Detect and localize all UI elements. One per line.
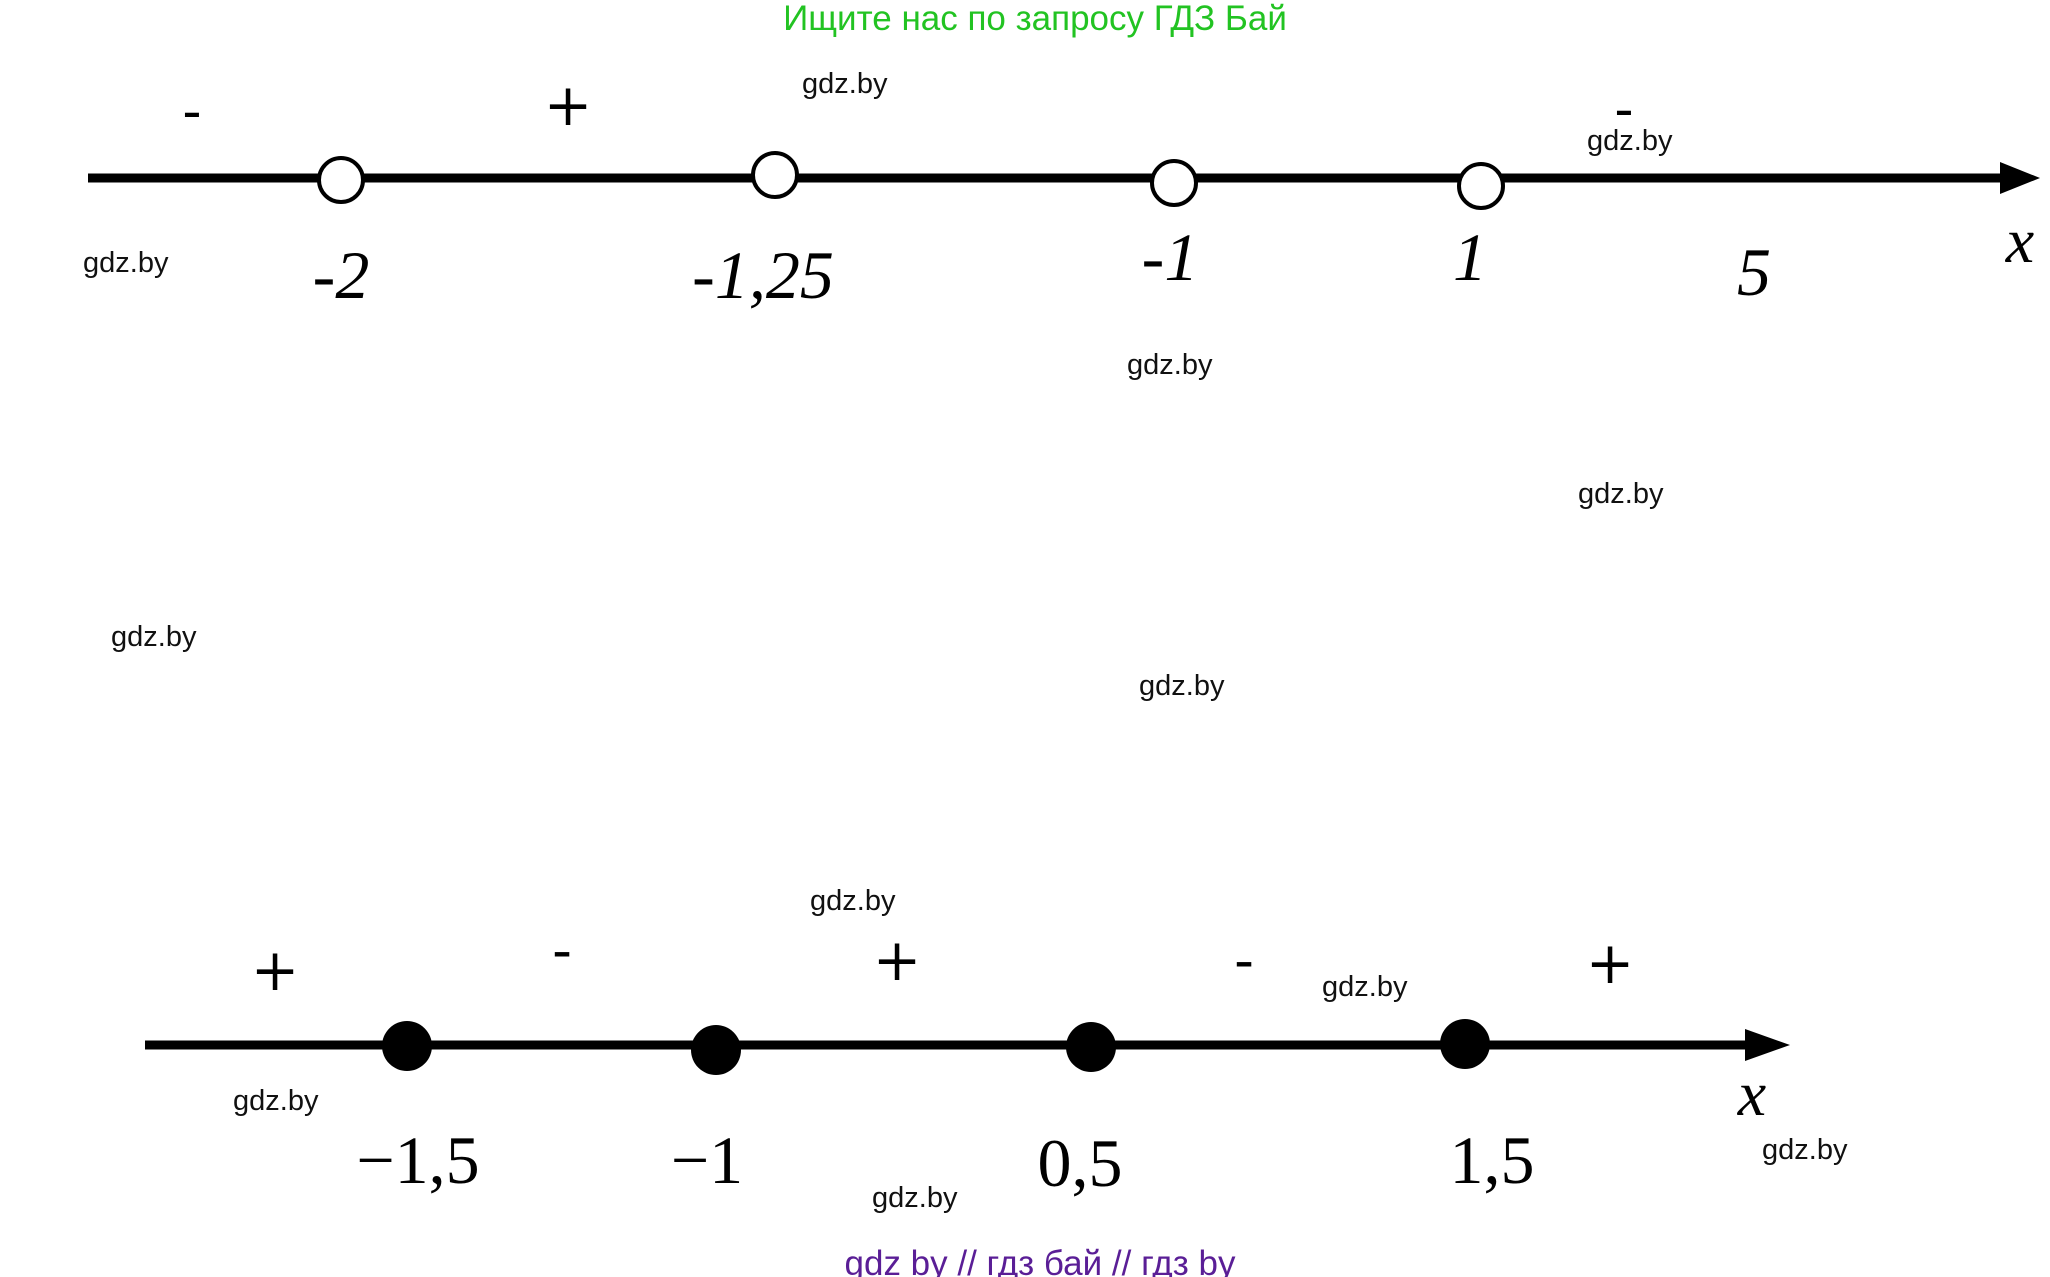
interval-sign: -: [183, 79, 202, 144]
filled-point: [1440, 1019, 1490, 1069]
interval-sign: -: [1234, 926, 1254, 994]
extra-label: 5: [1737, 234, 1771, 310]
page-footer: gdz by // гдз бай // гдз by: [845, 1244, 1236, 1277]
open-point: [751, 151, 799, 199]
point-label: -1,25: [692, 237, 834, 313]
point-label: 0,5: [1038, 1125, 1123, 1201]
number-line-1: -2 -1,25 -1 1 5 x - + -: [88, 71, 2040, 313]
point-label: 1,5: [1450, 1122, 1535, 1198]
axis-label-x: x: [1737, 1058, 1766, 1129]
point-label: -2: [313, 237, 370, 313]
point-label: 1: [1453, 219, 1487, 295]
watermark: gdz.by: [233, 1085, 319, 1117]
interval-sign: +: [1586, 929, 1635, 997]
watermark: gdz.by: [1139, 670, 1225, 702]
interval-sign: -: [1615, 77, 1634, 142]
axis-arrow-2: [1745, 1029, 1790, 1061]
watermark: gdz.by: [802, 68, 888, 100]
number-line-2: −1,5 −1 0,5 1,5 x + - + - +: [145, 916, 1790, 1201]
filled-point: [382, 1021, 432, 1071]
watermarks: gdz.by gdz.by gdz.by gdz.by gdz.by gdz.b…: [83, 68, 1848, 1214]
open-point: [1457, 162, 1505, 210]
watermark: gdz.by: [1322, 971, 1408, 1003]
watermark: gdz.by: [1587, 125, 1673, 157]
interval-sign: -: [552, 916, 572, 984]
watermark: gdz.by: [810, 885, 896, 917]
point-label: −1,5: [356, 1122, 479, 1198]
open-point: [1150, 159, 1198, 207]
axis-arrow-1: [2000, 162, 2040, 194]
interval-sign: +: [873, 926, 922, 994]
interval-sign: +: [544, 71, 593, 139]
watermark: gdz.by: [1762, 1134, 1848, 1166]
interval-sign: +: [251, 936, 300, 1004]
axis-label-x: x: [2005, 205, 2034, 276]
watermark: gdz.by: [1127, 349, 1213, 381]
watermark: gdz.by: [83, 247, 169, 279]
point-label: −1: [671, 1122, 743, 1198]
filled-point: [691, 1025, 741, 1075]
watermark: gdz.by: [111, 621, 197, 653]
watermark: gdz.by: [872, 1182, 958, 1214]
point-label: -1: [1142, 219, 1199, 295]
watermark: gdz.by: [1578, 478, 1664, 510]
filled-point: [1066, 1022, 1116, 1072]
page-header: Ищите нас по запросу ГДЗ Бай: [783, 0, 1287, 38]
open-point: [317, 156, 365, 204]
